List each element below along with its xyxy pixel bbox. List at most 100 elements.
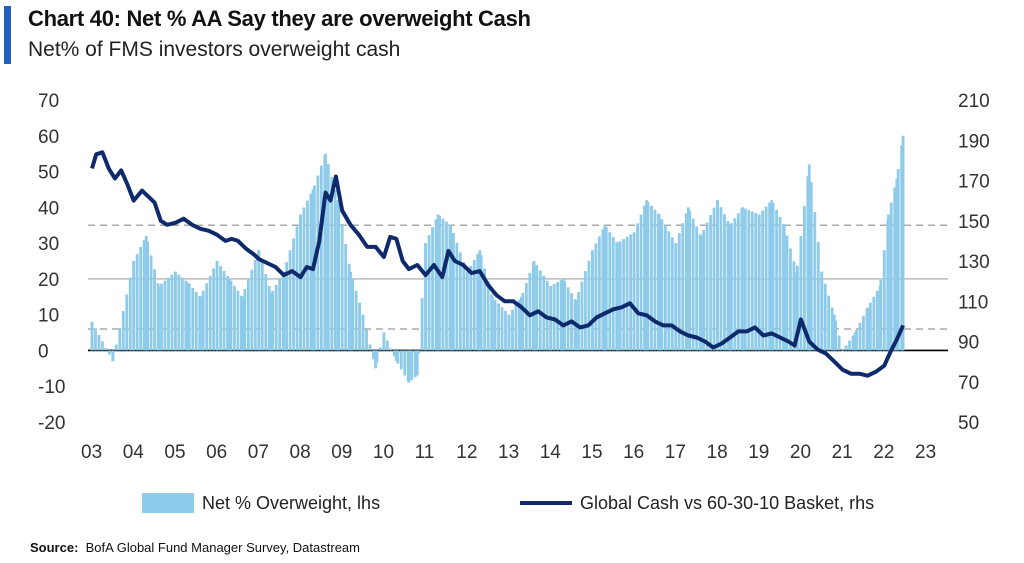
bar bbox=[577, 292, 580, 351]
bar bbox=[410, 350, 414, 381]
bar bbox=[194, 292, 198, 351]
bar bbox=[858, 322, 862, 351]
left-tick-label: 50 bbox=[38, 163, 59, 184]
bar bbox=[167, 277, 170, 351]
bar bbox=[643, 205, 646, 351]
bar bbox=[486, 281, 490, 351]
bar bbox=[316, 175, 320, 351]
left-axis-ticks: 70 60 50 40 30 20 10 0 -10 -20 bbox=[38, 91, 65, 434]
bar bbox=[187, 284, 191, 351]
bar bbox=[260, 262, 264, 351]
bar bbox=[448, 224, 452, 351]
x-tick-label: 15 bbox=[581, 442, 602, 463]
bar bbox=[111, 350, 115, 362]
bar bbox=[415, 350, 419, 376]
left-tick-label: 20 bbox=[38, 270, 59, 291]
bar bbox=[865, 308, 869, 351]
bar bbox=[785, 235, 789, 351]
bar bbox=[215, 261, 219, 351]
right-axis-ticks: 210 190 170 150 130 110 90 70 50 bbox=[958, 91, 990, 434]
bar bbox=[319, 165, 323, 351]
bar bbox=[629, 234, 633, 351]
bar bbox=[177, 274, 181, 351]
title-accent-bar bbox=[4, 6, 11, 64]
right-tick-label: 150 bbox=[958, 212, 990, 233]
bar bbox=[94, 328, 97, 351]
bar bbox=[240, 295, 243, 351]
bar bbox=[650, 205, 653, 351]
bar bbox=[632, 232, 636, 351]
bar bbox=[222, 270, 226, 351]
bar bbox=[424, 243, 427, 351]
bar bbox=[201, 290, 205, 351]
bar bbox=[469, 265, 473, 351]
chart-subtitle: Net% of FMS investors overweight cash bbox=[28, 38, 401, 61]
bar bbox=[792, 261, 796, 351]
bar bbox=[309, 193, 313, 351]
bar bbox=[146, 241, 149, 351]
x-tick-label: 21 bbox=[832, 442, 853, 463]
legend-bar-label: Net % Overweight, lhs bbox=[202, 493, 380, 513]
bar bbox=[816, 241, 820, 351]
bar bbox=[208, 275, 212, 351]
left-tick-label: 30 bbox=[38, 234, 59, 255]
bar bbox=[688, 210, 692, 351]
bar bbox=[896, 169, 900, 351]
bar bbox=[681, 223, 685, 351]
bar bbox=[663, 225, 667, 351]
bar bbox=[295, 226, 299, 351]
bar bbox=[646, 201, 650, 351]
bar bbox=[733, 218, 737, 351]
bar bbox=[674, 243, 678, 351]
bar bbox=[886, 220, 890, 351]
right-tick-label: 130 bbox=[958, 252, 990, 273]
bar bbox=[389, 348, 393, 351]
bar bbox=[504, 310, 507, 351]
bar bbox=[149, 255, 153, 351]
bar bbox=[736, 213, 740, 351]
x-tick-label: 06 bbox=[206, 442, 227, 463]
bar bbox=[597, 236, 601, 351]
bar bbox=[608, 232, 612, 351]
bar bbox=[340, 224, 344, 351]
bar bbox=[848, 340, 851, 351]
bar bbox=[427, 235, 431, 351]
bar bbox=[441, 218, 445, 351]
right-tick-label: 170 bbox=[958, 172, 990, 193]
bar bbox=[660, 219, 664, 351]
bar bbox=[264, 274, 268, 351]
bar bbox=[657, 213, 660, 351]
bar bbox=[438, 215, 441, 351]
bar bbox=[493, 299, 497, 351]
bar bbox=[782, 223, 785, 351]
bar bbox=[330, 176, 334, 351]
source-note: Source: BofA Global Fund Manager Survey,… bbox=[30, 540, 360, 555]
x-tick-label: 12 bbox=[456, 442, 477, 463]
bar bbox=[757, 214, 761, 351]
bar bbox=[695, 226, 699, 351]
x-tick-label: 22 bbox=[873, 442, 894, 463]
bar bbox=[229, 280, 233, 351]
x-tick-label: 07 bbox=[248, 442, 269, 463]
bar bbox=[288, 250, 292, 351]
bar bbox=[212, 268, 216, 351]
bar bbox=[702, 229, 705, 351]
bar bbox=[514, 304, 518, 351]
cash-vs-basket-line bbox=[90, 150, 905, 378]
bar bbox=[399, 350, 403, 370]
bar bbox=[479, 255, 483, 351]
bar bbox=[882, 250, 886, 351]
bar bbox=[716, 200, 719, 351]
bar bbox=[837, 335, 841, 351]
bar bbox=[820, 271, 824, 351]
bar bbox=[267, 286, 271, 351]
bar bbox=[799, 235, 803, 351]
bar bbox=[830, 307, 834, 351]
x-tick-label: 08 bbox=[290, 442, 311, 463]
right-tick-label: 110 bbox=[958, 292, 988, 313]
bar bbox=[511, 309, 514, 351]
bar bbox=[379, 347, 382, 351]
bar bbox=[462, 262, 466, 351]
bar bbox=[365, 329, 368, 351]
x-tick-label: 11 bbox=[415, 442, 435, 463]
